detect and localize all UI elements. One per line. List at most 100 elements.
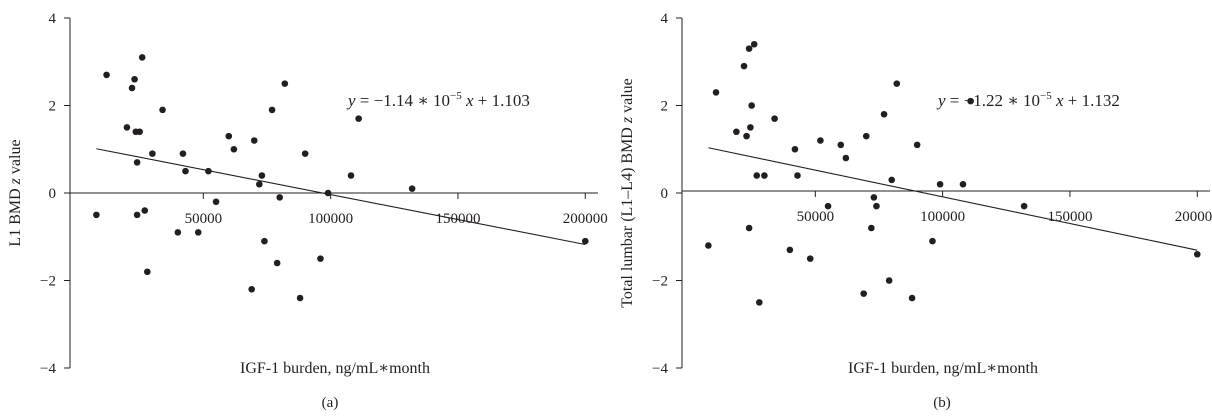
panel-b-data-point [885,277,893,284]
panel-b-data-point [870,194,878,201]
panel-a-data-point [131,75,138,83]
panel-a-x-axis-title: IGF-1 burden, ng/mL∗month [240,360,430,377]
panel-b-data-point [817,137,824,144]
panel-b-data-point [888,176,896,184]
panel-a-x-tick-label: 200000 [563,211,608,227]
panel-b-data-point [929,237,936,245]
panel-a-data-point [301,150,309,157]
panel-a-data-point [281,80,289,87]
panel-b-data-point [806,255,814,262]
panel-a-data-point [133,159,141,166]
panel-b-data-point [745,224,753,232]
panel-a-regression-equation: y = −1.14 ∗ 10−5 x + 1.103 [346,90,530,110]
panel-a-y-tick-label: −4 [40,361,56,377]
panel-b-x-tick-label: 200000 [1175,209,1212,225]
panel-b-y-tick-label: −2 [652,274,668,290]
panel-a-data-point [256,180,263,188]
panel-a-data-point [317,255,324,262]
panel-b-x-tick-label: 50000 [797,209,835,225]
panel-a-data-point [103,71,110,79]
panel-b-data-point [748,102,755,109]
panel-b-data-point [936,180,944,188]
panel-b-y-tick-label: 4 [661,11,669,27]
panel-b-data-point [837,141,845,149]
panel-b-data-point [868,224,875,232]
panel-a-data-point [273,259,281,267]
panel-b-data-point [824,202,832,210]
panel-b-regression-equation: y = −1.22 ∗ 10−5 x + 1.132 [936,90,1120,110]
panel-b-chart: (b) IGF-1 burden, ng/mL∗month Total lumb… [619,11,1212,411]
panel-b-data-point [747,124,754,131]
panel-b-data-point [791,145,799,153]
panel-a-data-point [258,172,266,179]
panel-a-data-point [205,167,212,175]
panel-b-x-axis-title: IGF-1 burden, ng/mL∗month [848,360,1038,377]
panel-a-y-tick-label: 4 [49,11,57,27]
panel-b-data-point [959,180,967,188]
panel-a-data-point [149,150,156,157]
panel-a-data-point [133,211,141,219]
panel-b-data-point [712,89,720,96]
panel-a-data-point [248,285,255,293]
panel-a-chart: (a) IGF-1 burden, ng/mL∗month L1 BMD z v… [7,11,608,411]
panel-a-data-point [143,268,151,276]
panel-b-data-point [771,115,778,122]
panel-b-y-tick-label: −4 [652,361,668,377]
panel-a-data-point [136,128,143,136]
panel-a-data-point [296,294,304,302]
panel-b-data-point [786,246,794,254]
panel-a-y-axis-title: L1 BMD z value [7,139,24,246]
panel-b-data-point [750,40,758,48]
panel-a-data-point [174,229,182,236]
panel-b-data-point [967,97,974,105]
panel-a-y-tick-label: −2 [40,274,56,290]
panel-a-data-point [123,124,131,131]
panel-b-data-point [740,62,748,70]
panel-b-y-tick-label: 2 [661,99,669,115]
panel-a-data-point [225,132,233,140]
panel-a-data-point [212,198,220,206]
panel-b-x-tick-label: 150000 [1047,209,1092,225]
panel-a-data-point [230,145,238,153]
panel-b-y-tick-label: 0 [661,186,669,202]
panel-b-data-point [842,154,850,162]
panel-b-data-point [755,299,763,306]
panel-b-data-point [862,132,870,140]
panel-a-y-tick-label: 0 [49,186,57,202]
panel-a-data-point [138,54,146,61]
panel-a-data-point [141,207,149,214]
panel-a-x-tick-label: 50000 [185,211,223,227]
panel-a-data-point [159,106,166,114]
panel-a-data-point [355,115,362,122]
panel-a-data-point [194,229,202,236]
panel-b-data-point [794,172,801,179]
panel-b-x-tick-label: 100000 [920,209,965,225]
panel-b-data-point [745,45,753,52]
panel-b-data-point [753,172,761,179]
panel-b-data-point [761,172,768,179]
panel-b-regression-line [708,147,1198,251]
panel-b-label: (b) [933,395,951,411]
panel-a-y-tick-label: 2 [49,99,57,115]
panel-b-data-point [913,141,921,149]
panel-a-regression-line [96,148,586,246]
panel-a-data-point [324,189,332,197]
panel-a-data-point [581,237,589,245]
panel-b-data-point [733,128,740,136]
panel-a-data-point [268,106,276,114]
panel-a-data-point [182,167,189,175]
panel-a-data-point [93,211,100,219]
panel-b-data-point [860,290,867,297]
panel-a-data-point [347,172,355,179]
panel-b-data-point [908,294,916,302]
panel-b-data-point [1193,250,1201,258]
panel-b-data-point [873,202,880,210]
panel-a-data-point [128,84,136,92]
panel-b-y-axis-title: Total lumbar (L1–L4) BMD z value [619,78,636,308]
panel-b-data-point [743,132,750,140]
panel-a-data-point [179,150,187,157]
panel-a-label: (a) [322,395,339,411]
panel-b-data-point [705,242,712,249]
panel-a-data-point [261,237,268,245]
